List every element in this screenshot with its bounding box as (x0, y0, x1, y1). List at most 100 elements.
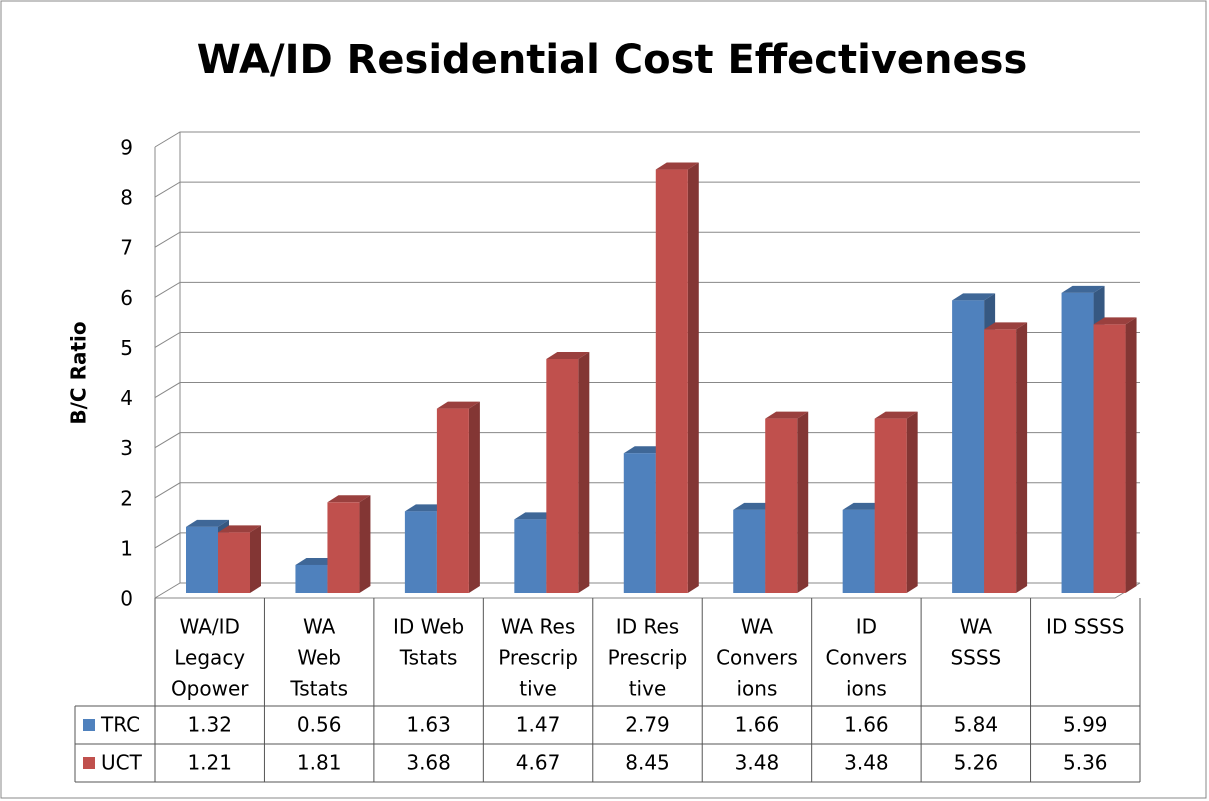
bar-side (468, 401, 480, 593)
grid-line (154, 231, 1140, 248)
table-value: 1.81 (297, 751, 342, 775)
grid-line (154, 181, 1140, 198)
category-label: ions (736, 677, 777, 701)
category-label: Tstats (289, 677, 348, 701)
grid-line (154, 382, 1140, 398)
bar (1093, 324, 1126, 593)
category-label: SSSS (950, 646, 1001, 670)
bar (655, 169, 688, 594)
y-tick-label: 6 (120, 286, 133, 310)
table-value: 1.32 (187, 713, 232, 737)
table-value: 1.21 (187, 751, 232, 775)
bar-side (250, 525, 261, 593)
table-value: 5.26 (954, 751, 999, 775)
bar (327, 502, 360, 593)
grid-line (154, 131, 1140, 148)
table-value: 0.56 (297, 713, 342, 737)
table-value: 8.45 (625, 751, 670, 775)
table-value: 1.66 (735, 713, 780, 737)
table-value: 5.99 (1063, 713, 1108, 737)
bar (436, 408, 469, 593)
bar-top (546, 351, 590, 359)
y-tick-label: 2 (120, 486, 133, 510)
bar-top (186, 519, 229, 527)
category-label: tive (519, 677, 557, 701)
bar (404, 511, 437, 593)
legend-swatch (83, 757, 95, 769)
category-label: ID (856, 615, 877, 639)
bar (984, 329, 1017, 593)
bar (186, 526, 218, 593)
table-value: 5.36 (1063, 751, 1108, 775)
category-label: Convers (716, 646, 798, 670)
table-value: 1.47 (516, 713, 561, 737)
table-value: 1.66 (844, 713, 889, 737)
bar-side (359, 495, 371, 593)
category-label: Opower (171, 677, 249, 701)
bar-top (874, 411, 918, 419)
bar (874, 418, 907, 593)
y-tick-label: 3 (120, 436, 133, 460)
category-label: WA (960, 615, 993, 639)
category-label: Prescrip (608, 646, 688, 670)
category-label: WA (741, 615, 774, 639)
legend-swatch (83, 719, 95, 731)
category-label: WA (303, 615, 336, 639)
grid-line (154, 582, 1140, 599)
bar-top (1061, 285, 1105, 293)
bar-top (952, 293, 996, 301)
bar-top (1093, 317, 1137, 325)
grid-line (154, 432, 1140, 449)
bar-side (1125, 317, 1137, 593)
category-label: Web (297, 646, 341, 670)
bar (546, 358, 579, 593)
table-value: 5.84 (954, 713, 999, 737)
category-label: ions (846, 677, 887, 701)
category-label: Convers (826, 646, 908, 670)
table-value: 1.63 (406, 713, 451, 737)
bar (623, 453, 656, 593)
table-value: 3.48 (735, 751, 780, 775)
bar-side (1016, 322, 1028, 593)
bar (1061, 292, 1094, 593)
table-value: 4.67 (516, 751, 561, 775)
category-label: ID Web (393, 615, 464, 639)
bar-side (797, 411, 809, 593)
y-tick-label: 1 (120, 536, 133, 560)
category-label: tive (629, 677, 667, 701)
category-label: WA/ID (180, 615, 240, 639)
bar-top (984, 322, 1028, 330)
chart-title: WA/ID Residential Cost Effectiveness (197, 37, 1028, 83)
y-axis-label: B/C Ratio (67, 321, 91, 424)
grid-line (154, 482, 1140, 499)
y-tick-label: 8 (120, 186, 133, 210)
bar (295, 564, 328, 593)
table-value: 2.79 (625, 713, 670, 737)
bar (842, 509, 875, 593)
bar-side (906, 411, 918, 593)
bar (733, 509, 766, 593)
bar-top (655, 162, 699, 170)
bar-top (765, 411, 809, 419)
bar-top (327, 495, 371, 503)
y-tick-label: 9 (120, 136, 133, 160)
bar (952, 300, 985, 593)
category-label: Legacy (174, 646, 245, 670)
grid-line (154, 281, 1140, 298)
bar (218, 532, 250, 593)
table-value: 3.48 (844, 751, 889, 775)
category-label: Tstats (399, 646, 458, 670)
grid-line (154, 532, 1140, 549)
bar (765, 418, 798, 593)
y-tick-label: 0 (120, 587, 133, 611)
category-label: ID SSSS (1046, 615, 1124, 639)
category-label: Prescrip (498, 646, 578, 670)
bar (514, 519, 547, 593)
y-tick-label: 4 (120, 386, 133, 410)
bar-top (218, 525, 261, 533)
category-label: WA Res (501, 615, 575, 639)
grid-line (154, 331, 1140, 348)
bar-side (578, 351, 590, 593)
y-tick-label: 7 (120, 236, 133, 260)
